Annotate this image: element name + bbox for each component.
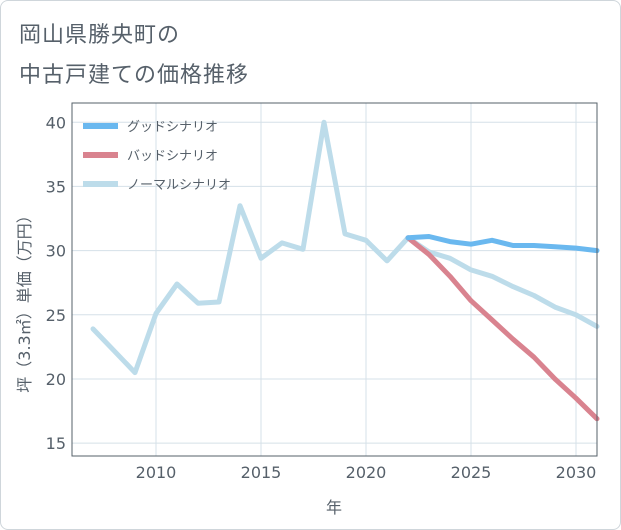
chart-title-line-2: 中古戸建ての価格推移: [19, 63, 250, 88]
x-tick-label: 2010: [136, 463, 177, 482]
series-line-bad: [405, 235, 600, 422]
y-tick-label: 35: [46, 177, 66, 196]
series-line-normal: [90, 119, 600, 376]
chart-title-line-1: 岡山県勝央町の: [19, 23, 181, 48]
legend-label-bad: バッドシナリオ: [127, 149, 218, 164]
legend-label-good: グッドシナリオ: [127, 120, 218, 135]
legend-label-normal: ノーマルシナリオ: [127, 178, 231, 193]
y-axis-label: 坪（3.3㎡）単価（万円）: [15, 207, 34, 392]
y-tick-label: 30: [46, 242, 66, 261]
x-tick-label: 2020: [346, 463, 387, 482]
x-tick-label: 2015: [241, 463, 282, 482]
y-tick-label: 20: [46, 370, 66, 389]
y-tick-label: 25: [46, 306, 66, 325]
grid-layer: [72, 103, 597, 456]
x-tick-label: 2025: [451, 463, 492, 482]
x-tick-label: 2030: [556, 463, 597, 482]
plot-frame: [71, 102, 598, 457]
series-layer: [90, 119, 600, 422]
y-tick-label: 15: [46, 434, 66, 453]
x-axis-label: 年: [326, 498, 342, 517]
y-tick-label: 40: [46, 113, 66, 132]
series-line-good: [405, 234, 600, 254]
